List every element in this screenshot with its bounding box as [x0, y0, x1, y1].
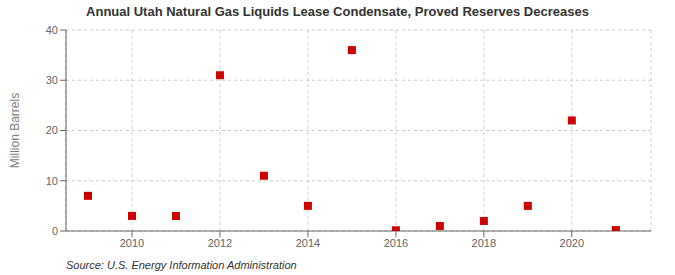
svg-text:2010: 2010 — [120, 237, 144, 249]
svg-text:2020: 2020 — [560, 237, 584, 249]
svg-text:40: 40 — [46, 24, 58, 36]
html-text:Source: U.S. Energy Informatio: Source: U.S. Energy Information Administ… — [66, 259, 297, 271]
svg-text:2012: 2012 — [208, 237, 232, 249]
svg-text:0: 0 — [52, 225, 58, 237]
svg-text:2018: 2018 — [472, 237, 496, 249]
svg-text:30: 30 — [46, 74, 58, 86]
svg-text:2016: 2016 — [384, 237, 408, 249]
svg-text:10: 10 — [46, 175, 58, 187]
svg-text:2014: 2014 — [296, 237, 320, 249]
svg-text:20: 20 — [46, 124, 58, 136]
html-text:Annual Utah Natural Gas Liquid: Annual Utah Natural Gas Liquids Lease Co… — [86, 4, 589, 19]
svg-text:Million Barrels: Million Barrels — [8, 93, 22, 168]
